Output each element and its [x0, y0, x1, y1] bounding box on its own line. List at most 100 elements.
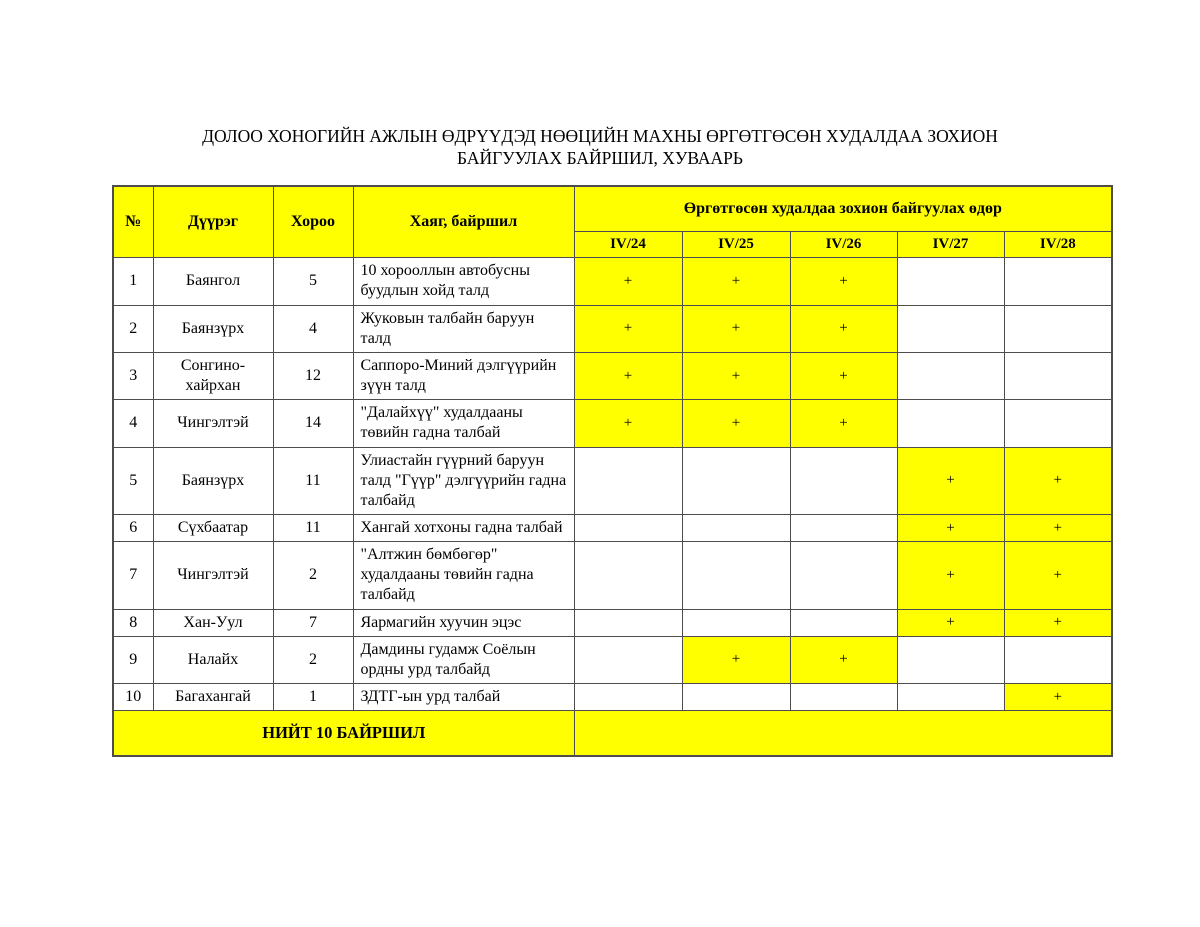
table-row: 10 Багахангай 1 ЗДТГ-ын урд талбай +: [112, 683, 1113, 712]
khoroo-cell: 7: [272, 608, 354, 637]
district-cell: Баянзүрх: [152, 304, 274, 353]
day-cell-IV-27: +: [896, 446, 1005, 515]
district-cell: Налайх: [152, 635, 274, 685]
address-cell: "Алтжин бөмбөгөр" худалдааны төвийн гадн…: [352, 541, 575, 610]
row-number: 6: [112, 513, 154, 543]
district-cell: Чингэлтэй: [152, 399, 274, 448]
day-cell-IV-26: +: [789, 399, 898, 448]
table-row: 6 Сүхбаатар 11 Хангай хотхоны гадна талбай +…: [112, 513, 1113, 543]
address-cell: 10 хорооллын автобусны буудлын хойд талд: [352, 257, 575, 306]
khoroo-cell: 2: [272, 635, 354, 685]
address-cell: Дамдины гудамж Соёлын ордны урд талбайд: [352, 635, 575, 685]
district-cell: Багахангай: [152, 683, 274, 712]
khoroo-cell: 14: [272, 399, 354, 448]
day-cell-IV-25: [681, 608, 791, 637]
day-cell-IV-26: [789, 446, 898, 515]
day-cell-IV-28: +: [1003, 683, 1113, 712]
table-footer: НИЙТ 10 БАЙРШИЛ: [112, 710, 1113, 757]
day-cell-IV-26: +: [789, 304, 898, 353]
day-cell-IV-24: [573, 513, 683, 543]
day-cell-IV-24: +: [573, 351, 683, 401]
header-row-main: № Дүүрэг Хороо Хаяг, байршил Өргөтгөсөн …: [112, 185, 1113, 259]
day-cell-IV-25: [681, 446, 791, 515]
day-cell-IV-27: [896, 304, 1005, 353]
table-row: 1 Баянгол 5 10 хорооллын автобусны буудлын …: [112, 257, 1113, 306]
day-cell-IV-26: [789, 541, 898, 610]
row-number: 1: [112, 257, 154, 306]
day-cell-IV-25: [681, 513, 791, 543]
district-cell: Баянгол: [152, 257, 274, 306]
day-cell-IV-28: [1003, 257, 1113, 306]
table-row: 2 Баянзүрх 4 Жуковын талбайн баруун талд + + +: [112, 304, 1113, 353]
table-row: 9 Налайх 2 Дамдины гудамж Соёлын ордны урд …: [112, 635, 1113, 685]
table-row: 8 Хан-Уул 7 Яармагийн хуучин эцэс + +: [112, 608, 1113, 637]
day-cell-IV-27: +: [896, 513, 1005, 543]
table-row: 5 Баянзүрх 11 Улиастайн гүүрний баруун талд…: [112, 446, 1113, 515]
khoroo-cell: 11: [272, 446, 354, 515]
khoroo-cell: 2: [272, 541, 354, 610]
col-header-days-group: Өргөтгөсөн худалдаа зохион байгуулах өдө…: [573, 185, 1113, 233]
khoroo-cell: 5: [272, 257, 354, 306]
day-cell-IV-25: [681, 541, 791, 610]
day-cell-IV-25: +: [681, 399, 791, 448]
day-cell-IV-26: +: [789, 257, 898, 306]
day-cell-IV-27: [896, 399, 1005, 448]
schedule-body: 1 Баянгол 5 10 хорооллын автобусны буудлын …: [112, 257, 1113, 712]
day-cell-IV-24: [573, 635, 683, 685]
khoroo-cell: 12: [272, 351, 354, 401]
address-cell: Хангай хотхоны гадна талбай: [352, 513, 575, 543]
day-cell-IV-28: +: [1003, 513, 1113, 543]
day-cell-IV-26: +: [789, 635, 898, 685]
day-cell-IV-24: [573, 683, 683, 712]
col-header-day-2: IV/26: [789, 231, 898, 259]
district-cell: Чингэлтэй: [152, 541, 274, 610]
day-cell-IV-24: +: [573, 257, 683, 306]
district-cell: Сонгино-хайрхан: [152, 351, 274, 401]
schedule-table: № Дүүрэг Хороо Хаяг, байршил Өргөтгөсөн …: [112, 184, 1114, 757]
khoroo-cell: 1: [272, 683, 354, 712]
day-cell-IV-27: +: [896, 541, 1005, 610]
day-cell-IV-28: [1003, 399, 1113, 448]
col-header-day-1: IV/25: [681, 231, 791, 259]
khoroo-cell: 11: [272, 513, 354, 543]
day-cell-IV-24: [573, 446, 683, 515]
address-cell: Жуковын талбайн баруун талд: [352, 304, 575, 353]
day-cell-IV-25: +: [681, 635, 791, 685]
row-number: 8: [112, 608, 154, 637]
day-cell-IV-28: [1003, 351, 1113, 401]
table-row: 4 Чингэлтэй 14 "Далайхүү" худалдааны төвийн…: [112, 399, 1113, 448]
col-header-day-4: IV/28: [1003, 231, 1113, 259]
day-cell-IV-26: [789, 513, 898, 543]
address-cell: ЗДТГ-ын урд талбай: [352, 683, 575, 712]
col-header-district: Дүүрэг: [152, 185, 274, 259]
row-number: 7: [112, 541, 154, 610]
row-number: 5: [112, 446, 154, 515]
col-header-no: №: [112, 185, 154, 259]
total-days-empty-cell: [573, 710, 1113, 757]
day-cell-IV-28: +: [1003, 541, 1113, 610]
day-cell-IV-27: [896, 351, 1005, 401]
day-cell-IV-24: +: [573, 399, 683, 448]
row-number: 2: [112, 304, 154, 353]
khoroo-cell: 4: [272, 304, 354, 353]
row-number: 4: [112, 399, 154, 448]
day-cell-IV-25: +: [681, 257, 791, 306]
day-cell-IV-25: +: [681, 351, 791, 401]
day-cell-IV-27: [896, 257, 1005, 306]
day-cell-IV-26: [789, 608, 898, 637]
day-cell-IV-27: [896, 683, 1005, 712]
table-header: № Дүүрэг Хороо Хаяг, байршил Өргөтгөсөн …: [112, 185, 1113, 259]
day-cell-IV-27: [896, 635, 1005, 685]
header-row-days: IV/24 IV/25 IV/26 IV/27 IV/28: [113, 231, 1113, 259]
day-cell-IV-27: +: [896, 608, 1005, 637]
total-label: НИЙТ 10 БАЙРШИЛ: [112, 710, 575, 757]
total-row: НИЙТ 10 БАЙРШИЛ: [112, 710, 1113, 757]
col-header-day-0: IV/24: [573, 231, 683, 259]
day-cell-IV-25: +: [681, 304, 791, 353]
day-cell-IV-26: [789, 683, 898, 712]
day-cell-IV-24: +: [573, 304, 683, 353]
address-cell: "Далайхүү" худалдааны төвийн гадна талба…: [352, 399, 575, 448]
day-cell-IV-24: [573, 608, 683, 637]
day-cell-IV-28: +: [1003, 446, 1113, 515]
